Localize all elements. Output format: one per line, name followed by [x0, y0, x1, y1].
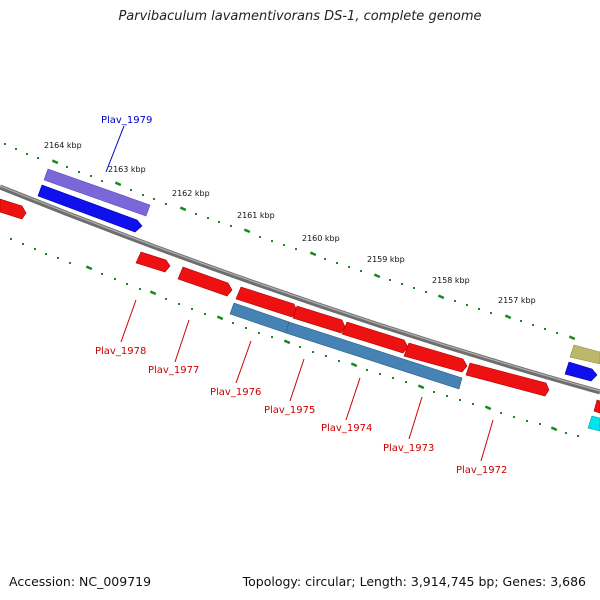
- feature-blue-forward[interactable]: [37, 184, 143, 233]
- gene-label[interactable]: Plav_1974: [321, 423, 372, 434]
- gene-label[interactable]: Plav_1972: [456, 465, 507, 476]
- gene-plav-1978[interactable]: [135, 251, 171, 273]
- gene-plav-1974[interactable]: [285, 321, 463, 390]
- kbp-labels: 2164 kbp 2163 kbp 2162 kbp 2161 kbp 2160…: [44, 141, 536, 305]
- gene-plav-1979[interactable]: [43, 168, 151, 217]
- gene-label[interactable]: Plav_1976: [210, 387, 261, 398]
- feature-red-1974c[interactable]: [341, 321, 409, 354]
- feature-cyan-right[interactable]: [587, 415, 600, 432]
- reverse-strand: [0, 198, 600, 432]
- inner-tick-ring: [10, 238, 579, 437]
- genome-title: Parvibaculum lavamentivorans DS-1, compl…: [118, 9, 482, 24]
- gene-plav-1977[interactable]: [177, 266, 233, 297]
- kbp-label: 2161 kbp: [237, 211, 275, 220]
- kbp-label: 2163 kbp: [108, 165, 146, 174]
- gene-label[interactable]: Plav_1977: [148, 365, 199, 376]
- feature-red-left[interactable]: [0, 198, 27, 220]
- gene-label[interactable]: Plav_1973: [383, 443, 434, 454]
- feature-red-1974b[interactable]: [292, 305, 346, 334]
- gene-plav-1973[interactable]: [403, 342, 468, 373]
- leader-lines: [105, 125, 494, 462]
- genome-backbone-highlight: [0, 185, 600, 392]
- feature-blue-right[interactable]: [564, 361, 598, 382]
- accession-text: Accession: NC_009719: [9, 574, 152, 589]
- outer-tick-ring: [4, 143, 576, 341]
- kbp-label: 2157 kbp: [498, 296, 536, 305]
- feature-red-right[interactable]: [593, 399, 600, 414]
- gene-label[interactable]: Plav_1978: [95, 346, 146, 357]
- gene-plav-1972[interactable]: [465, 362, 550, 397]
- genome-summary-text: Topology: circular; Length: 3,914,745 bp…: [242, 574, 586, 589]
- kbp-label: 2160 kbp: [302, 234, 340, 243]
- gene-label[interactable]: Plav_1975: [264, 405, 315, 416]
- genome-backbone: [0, 184, 600, 395]
- kbp-label: 2164 kbp: [44, 141, 82, 150]
- kbp-label: 2159 kbp: [367, 255, 405, 264]
- kbp-label: 2158 kbp: [432, 276, 470, 285]
- gene-label[interactable]: Plav_1979: [101, 115, 152, 126]
- kbp-label: 2162 kbp: [172, 189, 210, 198]
- gene-labels: Plav_1979 Plav_1978 Plav_1977 Plav_1976 …: [95, 115, 507, 476]
- feature-olive-right[interactable]: [569, 344, 600, 365]
- forward-strand: [37, 168, 600, 382]
